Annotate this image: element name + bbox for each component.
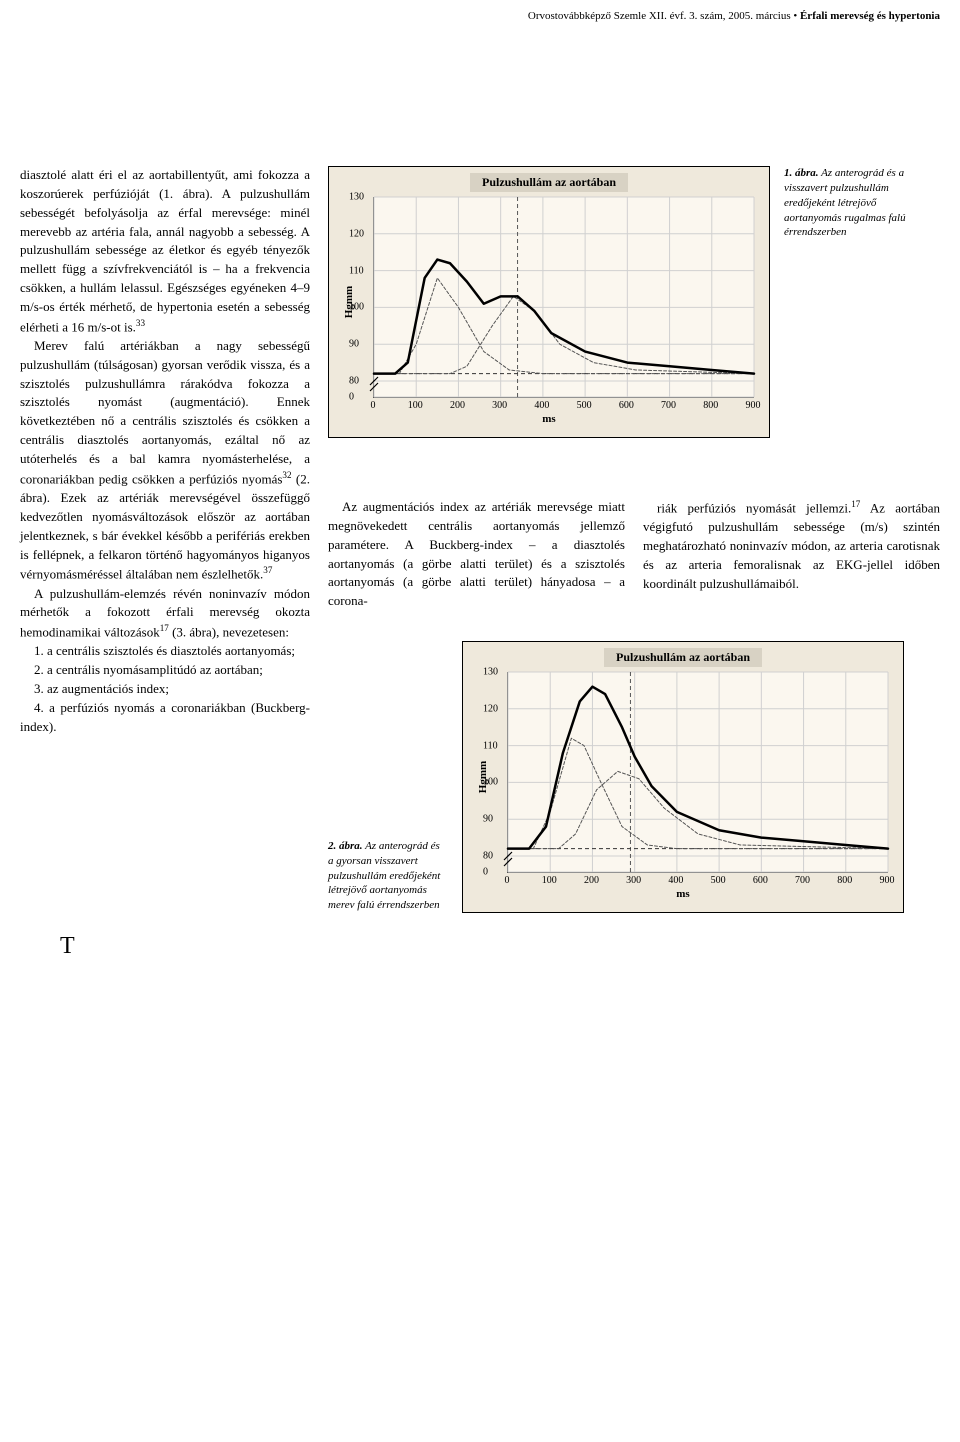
left-text-column: diasztolé alatt éri el az aortabillentyű… [20,166,310,913]
chart-1: Pulzushullám az aortában Szisztolé Diasz… [328,166,770,438]
figure-2-row: 2. ábra. Az anterográd és a gyorsan viss… [328,641,940,913]
y-tick: 80 [349,376,359,387]
y-tick: 110 [349,265,364,276]
x-tick: 500 [711,875,726,886]
x-tick: 900 [746,400,761,411]
y-tick: 90 [349,339,359,350]
mid-text-row: Az augmentációs index az artériák merevs… [328,498,940,611]
x-tick: 300 [492,400,507,411]
x-tick: 900 [880,875,895,886]
figure-column: Pulzushullám az aortában Szisztolé Diasz… [328,166,940,913]
y-tick: 0 [483,867,488,878]
chart-2-svg [508,672,888,872]
article-title: Érfali merevség és hypertonia [800,10,940,22]
chart-2: Pulzushullám az aortában Szisztolé Diasz… [462,641,904,913]
mid-text-col-1: Az augmentációs index az artériák merevs… [328,498,625,611]
x-tick: 0 [371,400,376,411]
chart-2-title: Pulzushullám az aortában [604,648,762,667]
footer-page-mark: T [0,933,960,960]
x-tick: 200 [584,875,599,886]
paragraph-2: Merev falú artériákban a nagy sebességű … [20,337,310,585]
y-tick: 100 [349,302,364,313]
list-item-1: 1. a centrális szisztolés és diasztolés … [20,642,310,661]
y-tick: 100 [483,777,498,788]
y-tick: 120 [483,703,498,714]
list-item-3: 3. az augmentációs index; [20,680,310,699]
figure-1-row: Pulzushullám az aortában Szisztolé Diasz… [328,166,940,438]
y-tick: 130 [349,192,364,203]
list-item-4: 4. a perfúziós nyomás a coronariákban (B… [20,699,310,737]
x-tick: 600 [619,400,634,411]
x-tick: 600 [753,875,768,886]
x-tick: 100 [408,400,423,411]
x-tick: 0 [505,875,510,886]
x-tick: 800 [837,875,852,886]
page-content: diasztolé alatt éri el az aortabillentyű… [0,26,960,933]
y-tick: 90 [483,814,493,825]
x-tick: 200 [450,400,465,411]
x-tick: 400 [668,875,683,886]
mid-text-col-2: riák perfúziós nyomását jellemzi.17 Az a… [643,498,940,611]
chart-1-plot-area [373,197,754,398]
list-item-2: 2. a centrális nyomásamplitúdó az aortáb… [20,661,310,680]
x-tick: 500 [577,400,592,411]
chart-2-xlabel: ms [676,888,689,900]
journal-name: Orvostovábbképző Szemle XII. évf. 3. szá… [528,10,791,22]
y-tick: 130 [483,667,498,678]
x-tick: 100 [542,875,557,886]
x-tick: 700 [661,400,676,411]
figure-1-caption: 1. ábra. Az anterográd és a visszavert p… [784,166,924,240]
paragraph-3: A pulzushullám-elemzés révén noninvazív … [20,585,310,643]
y-tick: 120 [349,228,364,239]
x-tick: 300 [626,875,641,886]
x-tick: 800 [703,400,718,411]
page-header: Orvostovábbképző Szemle XII. évf. 3. szá… [0,0,960,26]
y-tick: 110 [483,740,498,751]
y-tick: 80 [483,851,493,862]
chart-1-svg [374,197,754,397]
chart-1-title: Pulzushullám az aortában [470,173,628,192]
figure-2-caption: 2. ábra. Az anterográd és a gyorsan viss… [328,839,448,913]
y-tick: 0 [349,392,354,403]
x-tick: 400 [534,400,549,411]
chart-1-xlabel: ms [542,413,555,425]
chart-2-plot-area [507,672,888,873]
paragraph-1: diasztolé alatt éri el az aortabillentyű… [20,166,310,337]
x-tick: 700 [795,875,810,886]
